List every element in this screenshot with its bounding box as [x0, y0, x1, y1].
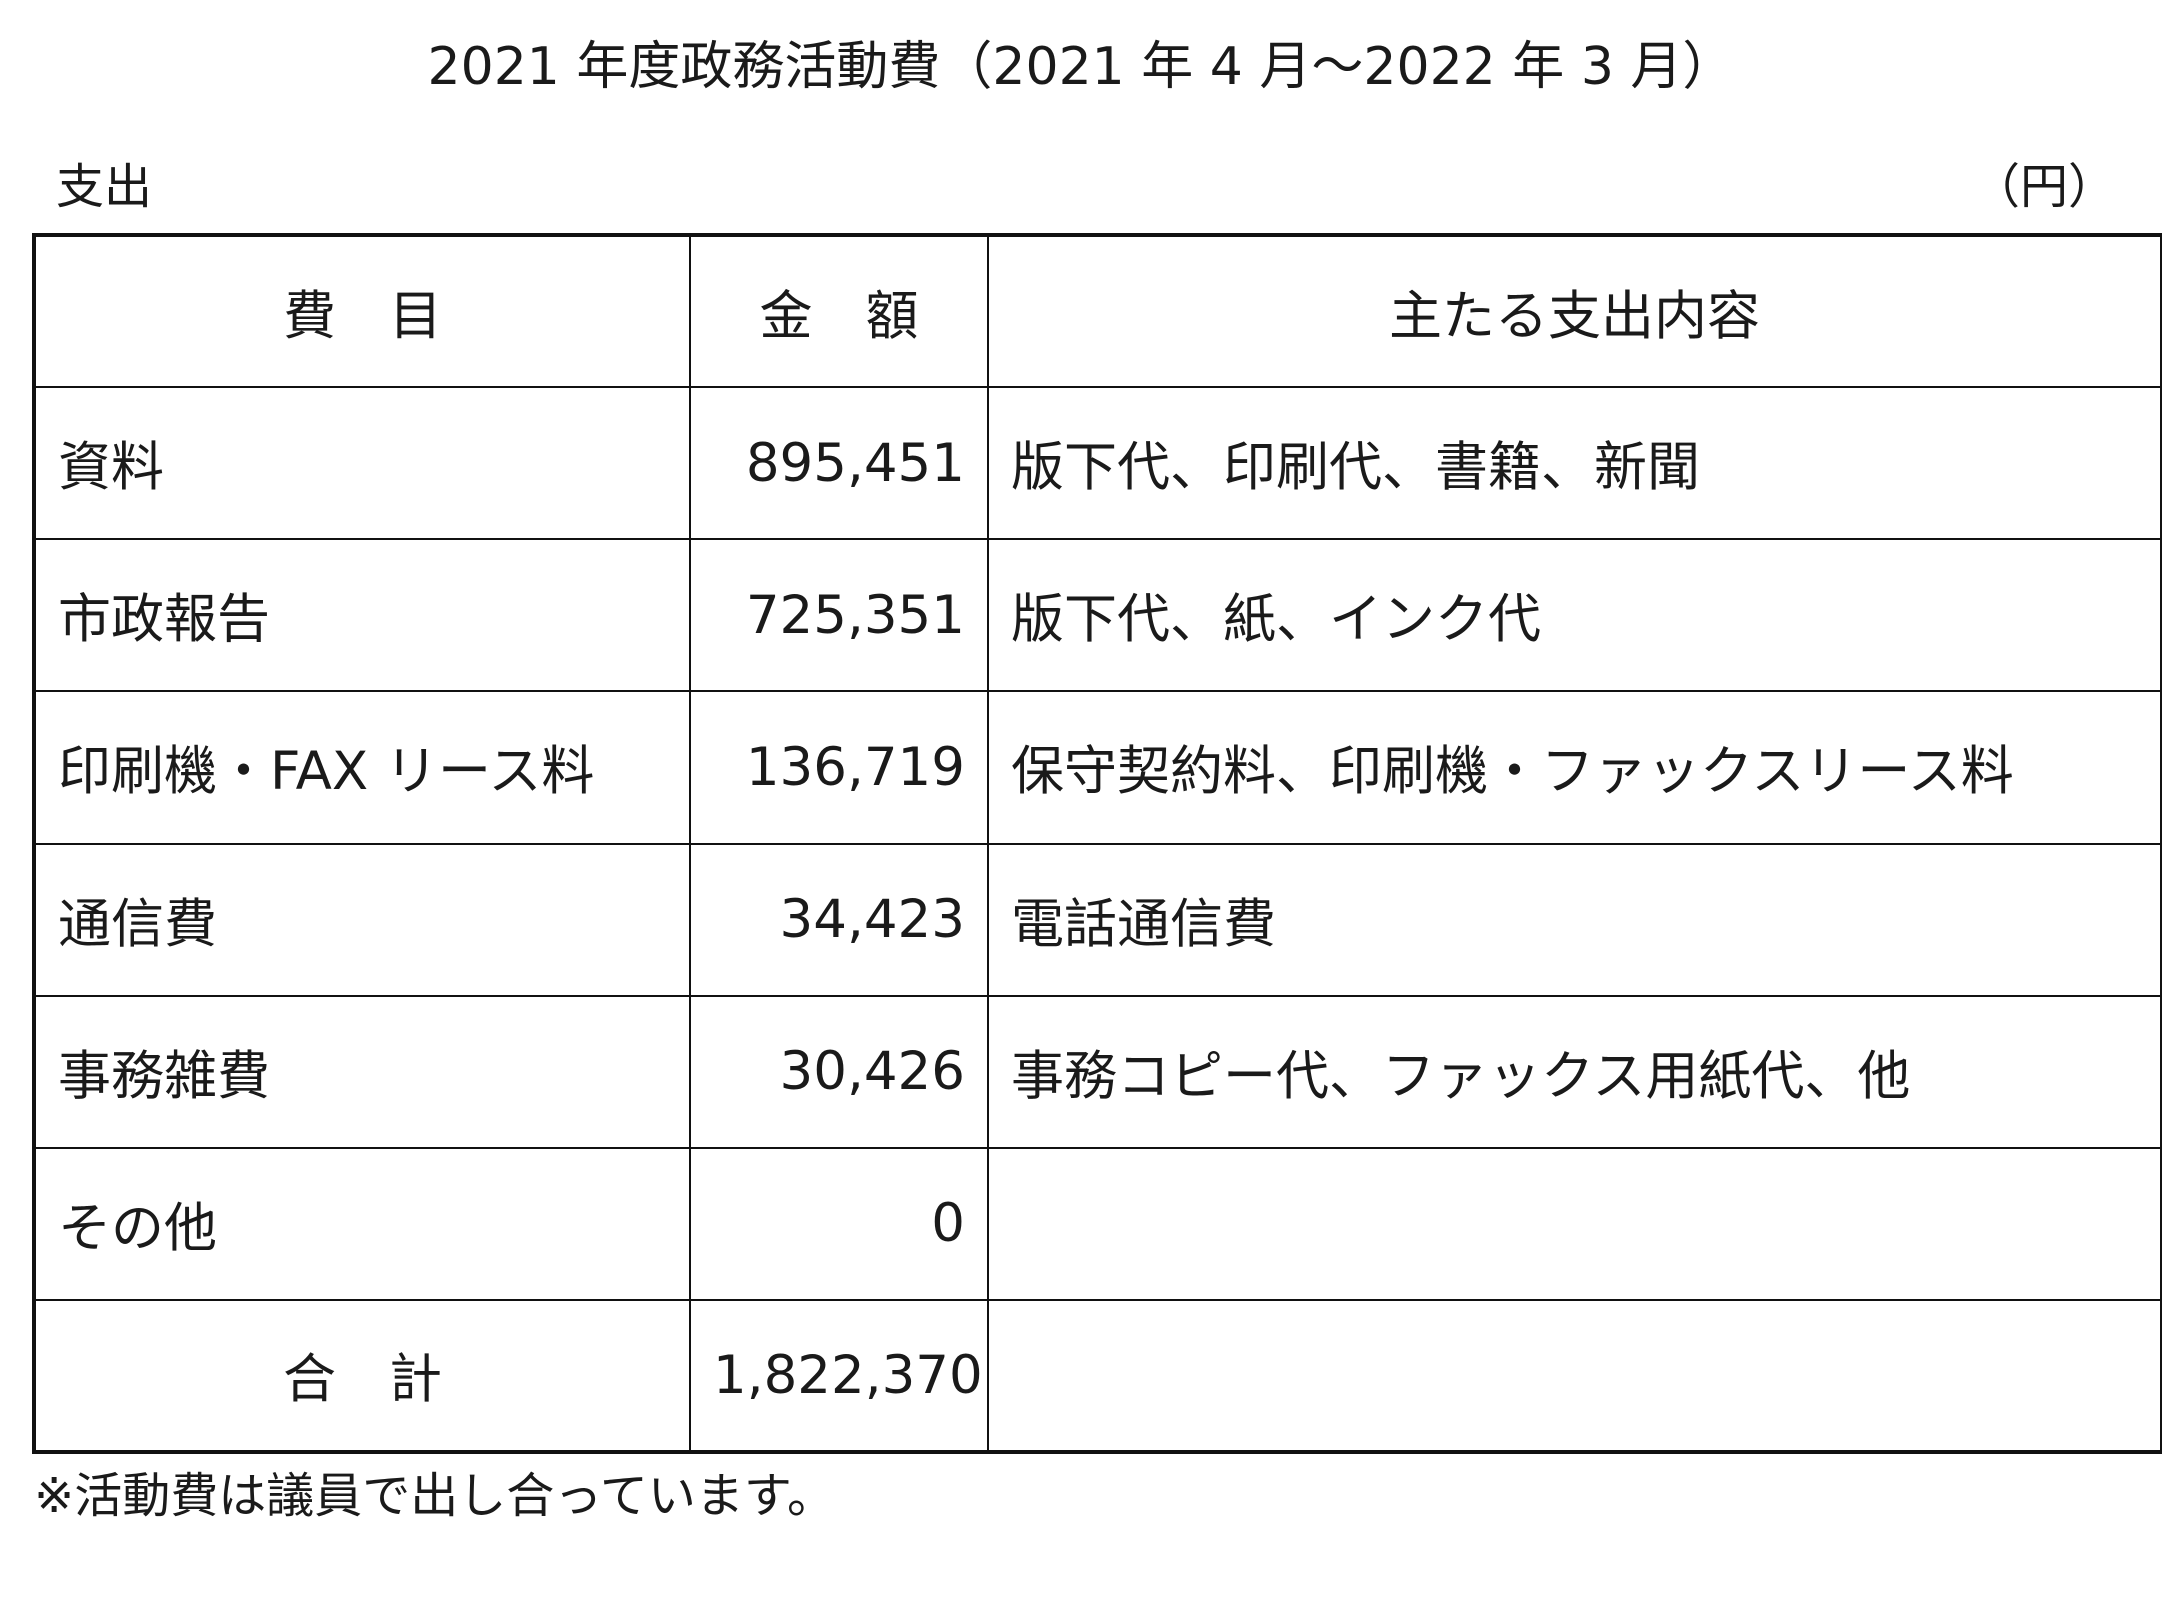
row-description: 電話通信費 — [987, 842, 2162, 997]
row-amount: 34,423 — [689, 842, 989, 997]
row-item: 通信費 — [33, 842, 691, 997]
header-amount: 金 額 — [689, 233, 989, 389]
total-description — [987, 1298, 2162, 1454]
row-amount: 895,451 — [689, 386, 989, 541]
expenditure-table: 費 目 金 額 主たる支出内容 資料 895,451 版下代、印刷代、書籍、新聞… — [32, 233, 2162, 1454]
footnote: ※活動費は議員で出し合っています。 — [34, 1468, 836, 1524]
unit-label: （円） — [1971, 159, 2116, 215]
document-title: 2021 年度政務活動費（2021 年 4 月～2022 年 3 月） — [427, 37, 1735, 97]
table-row: 資料 895,451 版下代、印刷代、書籍、新聞 — [33, 386, 2162, 541]
table-header-row: 費 目 金 額 主たる支出内容 — [33, 233, 2162, 389]
row-amount: 30,426 — [689, 994, 989, 1149]
total-row: 合 計 1,822,370 — [33, 1298, 2162, 1454]
total-label: 合 計 — [33, 1298, 691, 1454]
row-amount: 725,351 — [689, 538, 989, 693]
total-amount: 1,822,370 — [689, 1298, 989, 1454]
header-description: 主たる支出内容 — [987, 233, 2162, 389]
table-row: 通信費 34,423 電話通信費 — [33, 842, 2162, 997]
row-item: 資料 — [33, 386, 691, 541]
row-description: 版下代、紙、インク代 — [987, 538, 2162, 693]
row-item: 事務雑費 — [33, 994, 691, 1149]
table-row: 印刷機・FAX リース料 136,719 保守契約料、印刷機・ファックスリース料 — [33, 690, 2162, 845]
row-description: 保守契約料、印刷機・ファックスリース料 — [987, 690, 2162, 845]
row-amount: 136,719 — [689, 690, 989, 845]
row-amount: 0 — [689, 1146, 989, 1301]
table-row: 市政報告 725,351 版下代、紙、インク代 — [33, 538, 2162, 693]
row-description — [987, 1146, 2162, 1301]
row-item: 印刷機・FAX リース料 — [33, 690, 691, 845]
header-item: 費 目 — [33, 233, 691, 389]
row-description: 事務コピー代、ファックス用紙代、他 — [987, 994, 2162, 1149]
section-label: 支出 — [56, 159, 153, 215]
row-item: その他 — [33, 1146, 691, 1301]
row-item: 市政報告 — [33, 538, 691, 693]
table-row: その他 0 — [33, 1146, 2162, 1301]
row-description: 版下代、印刷代、書籍、新聞 — [987, 386, 2162, 541]
table-row: 事務雑費 30,426 事務コピー代、ファックス用紙代、他 — [33, 994, 2162, 1149]
